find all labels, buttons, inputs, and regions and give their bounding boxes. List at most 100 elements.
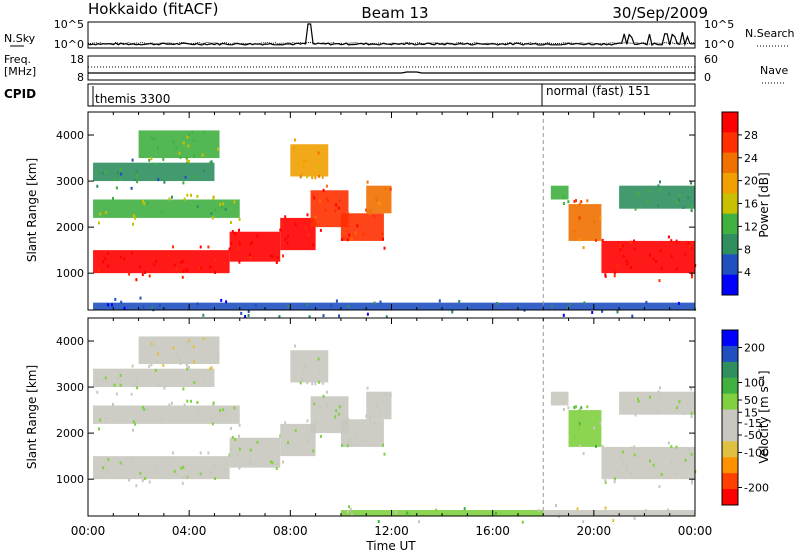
velocity-cell xyxy=(573,405,576,409)
velocity-cell xyxy=(346,510,349,514)
power-band-2 xyxy=(280,217,316,251)
velocity-cell xyxy=(173,469,176,473)
velocity-cell xyxy=(325,403,328,407)
power-cell xyxy=(348,233,351,237)
power-ytick-label: 2000 xyxy=(56,221,84,234)
velocity-cell xyxy=(234,438,237,442)
velocity-cell xyxy=(186,367,189,371)
velocity-cell xyxy=(691,481,693,485)
power-cell xyxy=(302,159,305,163)
velocity-cell xyxy=(621,450,624,454)
velocity-cell xyxy=(120,378,123,382)
velocity-cell xyxy=(249,448,252,452)
velocity-cell xyxy=(619,454,622,458)
velocity-cell xyxy=(292,352,295,356)
power-cell xyxy=(578,202,581,206)
power-cell xyxy=(202,313,205,317)
power-cell xyxy=(179,155,182,159)
power-cell xyxy=(249,252,251,256)
velocity-cell xyxy=(312,449,315,453)
velocity-cell xyxy=(134,382,137,386)
power-cell xyxy=(150,136,153,140)
power-band-11 xyxy=(568,204,602,241)
power-ylabel: Slant Range [km] xyxy=(25,158,39,262)
velocity-cell xyxy=(211,422,214,426)
velocity-cell xyxy=(238,466,241,470)
power-cell xyxy=(153,263,156,267)
power-colorbar-swatch xyxy=(722,132,738,154)
power-cell xyxy=(115,186,118,190)
power-cell xyxy=(120,300,123,304)
velocity-cell xyxy=(135,375,138,379)
power-cell xyxy=(186,193,189,197)
power-data xyxy=(93,112,697,319)
velocity-cell xyxy=(362,438,365,442)
velocity-cell xyxy=(313,402,316,406)
velocity-cell xyxy=(306,439,309,443)
velocity-cell xyxy=(148,480,151,484)
power-cell xyxy=(313,196,316,200)
power-cell xyxy=(107,303,109,307)
velocity-cell xyxy=(198,472,201,476)
power-cell xyxy=(658,188,661,192)
power-cell xyxy=(613,274,616,278)
power-cell xyxy=(613,271,616,275)
velocity-cell xyxy=(157,352,159,356)
n-search-tick-top: 10^5 xyxy=(704,18,734,31)
velocity-cell xyxy=(619,450,622,454)
velocity-cell xyxy=(191,336,194,340)
power-cell xyxy=(228,247,231,251)
velocity-cell xyxy=(168,403,171,407)
velocity-cell xyxy=(249,458,251,462)
power-cell xyxy=(677,198,680,202)
velocity-cell xyxy=(190,399,192,403)
power-cell xyxy=(562,313,565,317)
velocity-cell xyxy=(119,374,122,377)
nave-tick-bottom: 0 xyxy=(704,71,711,84)
power-colorbar-swatch xyxy=(722,234,738,255)
power-colorbar-tick-label: 8 xyxy=(744,243,751,256)
n-sky-tick-bottom: 10^0 xyxy=(54,38,84,51)
power-band-14 xyxy=(93,302,695,310)
velocity-cell xyxy=(406,511,409,515)
velocity-band-5 xyxy=(366,391,392,420)
velocity-cell xyxy=(183,403,186,407)
velocity-cell xyxy=(185,474,188,477)
velocity-cell xyxy=(670,461,673,464)
velocity-band-12 xyxy=(601,446,695,480)
velocity-band-4 xyxy=(340,419,384,447)
velocity-cell xyxy=(646,405,649,409)
velocity-cell xyxy=(143,408,146,412)
velocity-cell xyxy=(319,434,322,438)
velocity-cell xyxy=(435,508,438,512)
power-colorbar-swatch xyxy=(722,274,738,296)
power-cell xyxy=(98,221,100,225)
power-cell xyxy=(223,262,226,266)
power-cell xyxy=(136,180,139,184)
velocity-cell xyxy=(567,406,570,410)
velocity-cell xyxy=(157,384,160,388)
velocity-colorbar-tick-label: -50 xyxy=(744,429,762,442)
n-sky-label: N.Sky xyxy=(4,32,36,45)
velocity-cell xyxy=(319,405,322,409)
velocity-cell xyxy=(286,447,289,451)
power-cell xyxy=(201,153,204,157)
velocity-cell xyxy=(351,513,354,517)
velocity-cell xyxy=(688,450,691,454)
velocity-cell xyxy=(180,466,183,470)
freq-label: Freq. xyxy=(4,53,31,66)
velocity-cell xyxy=(577,424,580,428)
velocity-cell xyxy=(321,381,324,385)
power-cell xyxy=(99,212,102,216)
power-cell xyxy=(327,198,329,202)
power-cell xyxy=(312,194,315,198)
power-cell xyxy=(104,211,107,215)
velocity-cell xyxy=(348,505,350,509)
velocity-cell xyxy=(170,401,173,405)
power-cell xyxy=(601,309,604,313)
power-cell xyxy=(318,174,321,178)
power-cell xyxy=(604,274,607,278)
power-ytick-label: 1000 xyxy=(56,267,84,280)
power-cell xyxy=(173,263,176,267)
velocity-cell xyxy=(690,411,693,415)
